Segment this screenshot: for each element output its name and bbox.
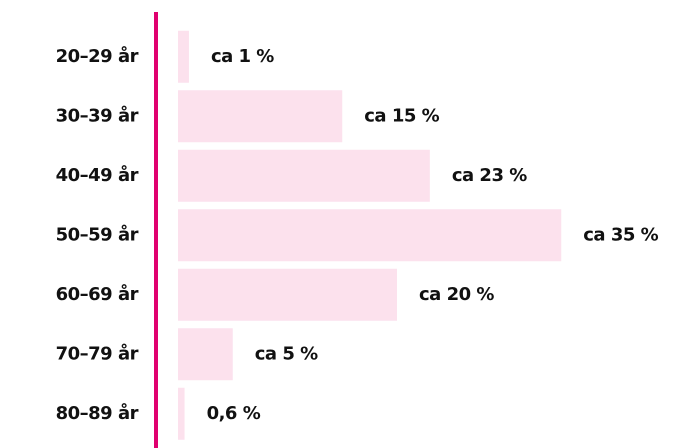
category-label: 50–59 år xyxy=(56,223,139,245)
value-label: ca 20 % xyxy=(419,284,494,305)
bar xyxy=(178,328,233,381)
category-label: 80–89 år xyxy=(56,402,139,424)
category-label: 40–49 år xyxy=(56,164,139,186)
value-label: ca 15 % xyxy=(364,105,439,126)
value-label: ca 5 % xyxy=(255,343,318,364)
bar xyxy=(178,209,562,262)
bar xyxy=(178,90,343,143)
category-label: 20–29 år xyxy=(56,45,139,67)
bar xyxy=(178,149,430,202)
category-label: 30–39 år xyxy=(56,104,139,126)
value-label: ca 23 % xyxy=(452,165,527,186)
value-label: ca 1 % xyxy=(211,46,274,67)
value-label: 0,6 % xyxy=(207,403,261,424)
category-label: 60–69 år xyxy=(56,283,139,305)
bar xyxy=(178,30,189,83)
bar xyxy=(178,387,185,440)
bar xyxy=(178,268,397,321)
value-label: ca 35 % xyxy=(583,224,658,245)
category-label: 70–79 år xyxy=(56,342,139,364)
